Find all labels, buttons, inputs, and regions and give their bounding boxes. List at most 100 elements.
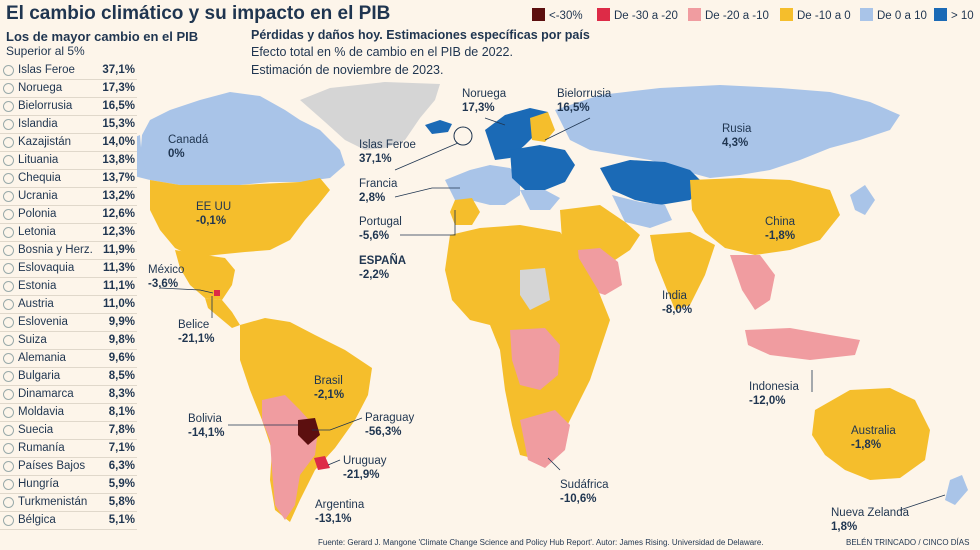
list-item: Ucrania 13,2%: [0, 188, 137, 206]
map-label-bielorrusia: Bielorrusia 16,5%: [557, 87, 611, 115]
list-item: Eslovenia 9,9%: [0, 314, 137, 332]
country-name: Letonia: [18, 226, 56, 238]
country-name: Alemania: [18, 352, 66, 364]
country-name: Chequia: [18, 172, 61, 184]
map-label-bolivia: Bolivia -14,1%: [188, 412, 224, 440]
country-value: 15,3%: [102, 118, 135, 130]
list-item: Alemania 9,6%: [0, 350, 137, 368]
label-name: Rusia: [722, 123, 752, 135]
legend-label: De -30 a -20: [614, 10, 678, 22]
list-item: Austria 11,0%: [0, 296, 137, 314]
country-value: 12,3%: [102, 226, 135, 238]
central-europe-shape: [510, 145, 575, 190]
country-value: 17,3%: [102, 82, 135, 94]
country-name: Lituania: [18, 154, 59, 166]
label-name: Argentina: [315, 499, 365, 511]
legend-item-gt10: > 10: [934, 8, 974, 22]
country-value: 13,8%: [102, 154, 135, 166]
list-item: Chequia 13,7%: [0, 170, 137, 188]
flag-icon: [3, 137, 14, 148]
label-value: 4,3%: [722, 137, 749, 149]
map-label-noruega: Noruega 17,3%: [462, 87, 506, 115]
country-value: 9,9%: [108, 316, 135, 328]
flag-icon: [3, 443, 14, 454]
uruguay-shape: [314, 456, 330, 470]
country-value: 8,3%: [108, 388, 135, 400]
label-name: Nueva Zelanda: [831, 507, 909, 519]
country-name: Bosnia y Herz.: [18, 244, 93, 256]
country-name: Kazajistán: [18, 136, 72, 148]
country-value: 12,6%: [102, 208, 135, 220]
legend-label: > 10: [951, 10, 974, 22]
country-value: 6,3%: [108, 460, 135, 472]
map-label-francia: Francia 2,8%: [359, 177, 397, 205]
label-value: -5,6%: [359, 230, 390, 242]
legend-item-20-10: De -20 a -10: [688, 8, 769, 22]
kazakhstan-shape: [600, 160, 705, 205]
label-value: -8,0%: [662, 304, 693, 316]
australia-shape: [812, 388, 930, 480]
flag-icon: [3, 407, 14, 418]
country-name: Bulgaria: [18, 370, 61, 382]
map-label-feroe: Islas Feroe 37,1%: [359, 138, 416, 166]
flag-icon: [3, 173, 14, 184]
flag-icon: [3, 101, 14, 112]
legend-item-lt30: <-30%: [532, 8, 583, 22]
list-item: Noruega 17,3%: [0, 80, 137, 98]
label-name: Noruega: [462, 88, 507, 100]
country-value: 14,0%: [102, 136, 135, 148]
europe-west-shape: [445, 165, 520, 205]
list-item: Bosnia y Herz. 11,9%: [0, 242, 137, 260]
label-name: Paraguay: [365, 412, 415, 424]
iceland-shape: [425, 120, 452, 134]
flag-icon: [3, 335, 14, 346]
usa-shape: [150, 178, 330, 258]
info-line-1: Efecto total en % de cambio en el PIB de…: [251, 45, 513, 59]
country-name: Estonia: [18, 280, 57, 292]
label-value: -2,2%: [359, 269, 390, 281]
label-name: Belice: [178, 319, 210, 331]
label-value: -2,1%: [314, 389, 345, 401]
label-name: Brasil: [314, 375, 343, 387]
label-value: -10,6%: [560, 493, 597, 505]
country-name: Moldavia: [18, 406, 65, 418]
country-value: 8,1%: [108, 406, 135, 418]
label-value: 16,5%: [557, 102, 590, 114]
flag-icon: [3, 119, 14, 130]
map-label-belice: Belice -21,1%: [178, 318, 214, 346]
greenland-shape: [300, 82, 440, 150]
label-name: Canadá: [168, 134, 209, 146]
map-label-nz: Nueva Zelanda 1,8%: [831, 506, 909, 534]
label-name: Uruguay: [343, 455, 387, 467]
label-value: -12,0%: [749, 395, 786, 407]
map-label-paraguay: Paraguay -56,3%: [365, 411, 414, 439]
map-label-india: India -8,0%: [662, 289, 692, 317]
japan-shape: [850, 185, 875, 215]
credit-note: BELÉN TRINCADO / CINCO DÍAS: [846, 538, 970, 547]
se-asia-shape: [730, 255, 775, 310]
feroe-marker: [453, 126, 473, 146]
label-value: -1,8%: [765, 230, 796, 242]
list-item: Letonia 12,3%: [0, 224, 137, 242]
country-value: 8,5%: [108, 370, 135, 382]
flag-icon: [3, 425, 14, 436]
label-name: Indonesia: [749, 381, 799, 393]
country-value: 11,3%: [103, 262, 135, 274]
label-name: EE UU: [196, 201, 232, 213]
country-value: 11,9%: [103, 244, 135, 256]
country-value: 11,0%: [103, 298, 135, 310]
legend-swatch: [597, 8, 610, 21]
iberia-shape: [450, 198, 480, 225]
country-value: 13,2%: [102, 190, 135, 202]
legend-label: De 0 a 10: [877, 10, 927, 22]
flag-icon: [3, 65, 14, 76]
country-value: 5,8%: [108, 496, 135, 508]
country-name: Suiza: [18, 334, 47, 346]
map-label-portugal: Portugal -5,6%: [359, 215, 402, 243]
central-america-shape: [205, 298, 240, 328]
balkans-shape: [520, 190, 560, 210]
list-item: Hungría 5,9%: [0, 476, 137, 494]
source-note: Fuente: Gerard J. Mangone 'Climate Chang…: [318, 538, 764, 547]
label-value: -13,1%: [315, 513, 352, 525]
